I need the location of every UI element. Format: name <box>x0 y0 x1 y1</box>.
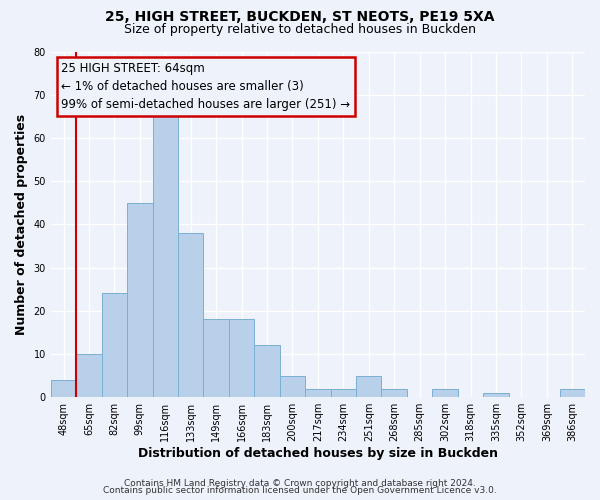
Bar <box>280 376 305 397</box>
Bar <box>76 354 101 397</box>
Text: Size of property relative to detached houses in Buckden: Size of property relative to detached ho… <box>124 22 476 36</box>
Bar <box>229 320 254 397</box>
Bar <box>483 393 509 397</box>
Bar <box>127 202 152 397</box>
Bar <box>51 380 76 397</box>
Bar <box>382 388 407 397</box>
Text: Contains HM Land Registry data © Crown copyright and database right 2024.: Contains HM Land Registry data © Crown c… <box>124 478 476 488</box>
Text: Contains public sector information licensed under the Open Government Licence v3: Contains public sector information licen… <box>103 486 497 495</box>
Y-axis label: Number of detached properties: Number of detached properties <box>15 114 28 335</box>
Bar <box>152 112 178 397</box>
Bar <box>433 388 458 397</box>
Bar <box>560 388 585 397</box>
Bar <box>305 388 331 397</box>
Bar <box>203 320 229 397</box>
X-axis label: Distribution of detached houses by size in Buckden: Distribution of detached houses by size … <box>138 447 498 460</box>
Bar <box>356 376 382 397</box>
Bar <box>331 388 356 397</box>
Text: 25 HIGH STREET: 64sqm
← 1% of detached houses are smaller (3)
99% of semi-detach: 25 HIGH STREET: 64sqm ← 1% of detached h… <box>61 62 350 111</box>
Text: 25, HIGH STREET, BUCKDEN, ST NEOTS, PE19 5XA: 25, HIGH STREET, BUCKDEN, ST NEOTS, PE19… <box>105 10 495 24</box>
Bar <box>101 294 127 397</box>
Bar <box>254 346 280 397</box>
Bar <box>178 233 203 397</box>
